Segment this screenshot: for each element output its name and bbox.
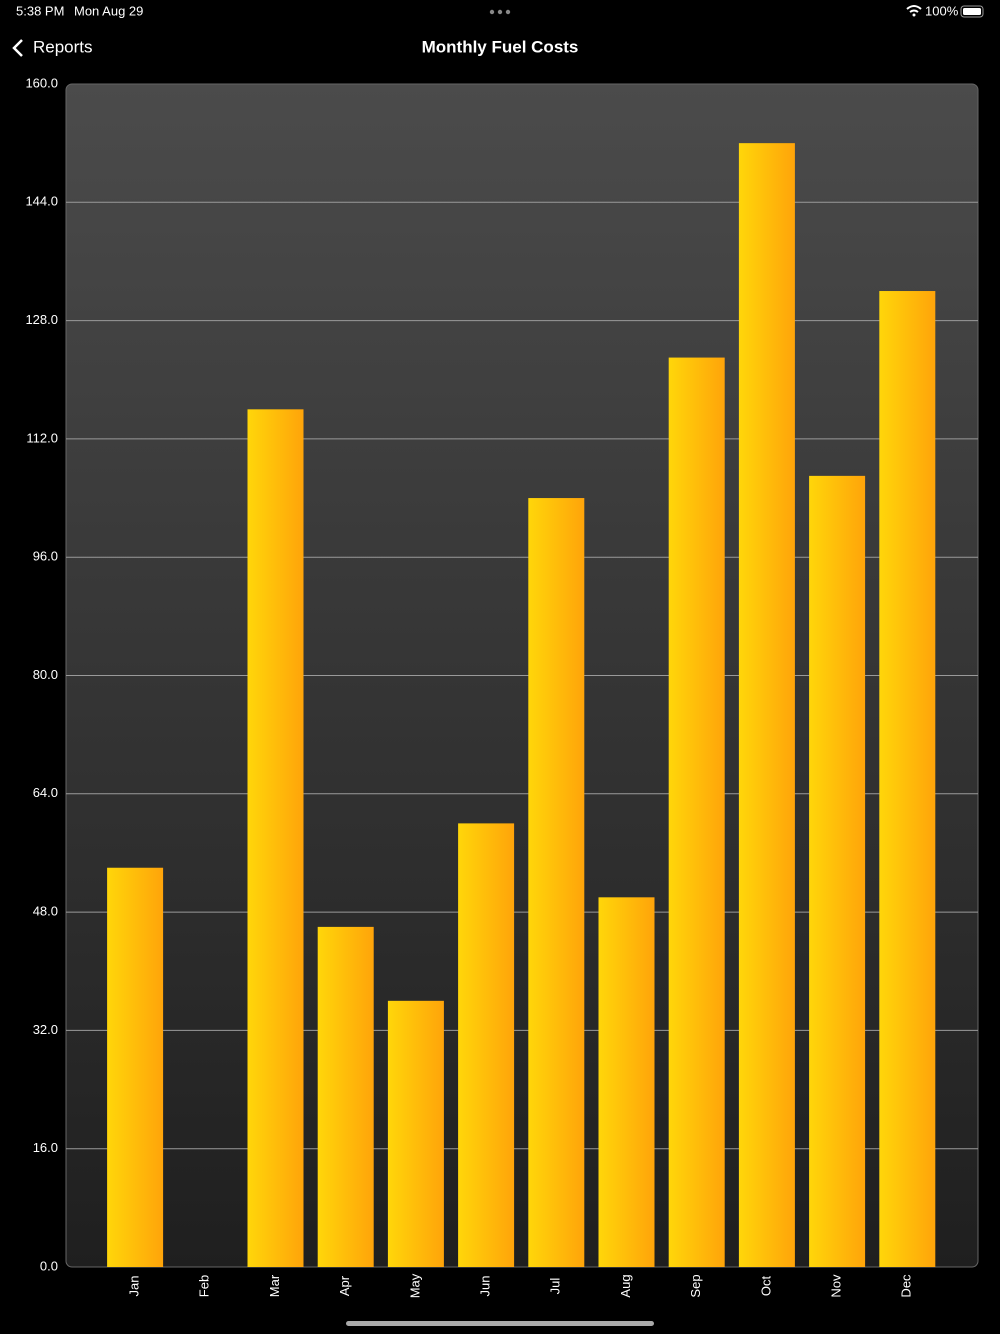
wifi-dot: [912, 13, 916, 17]
y-tick-label: 128.0: [25, 312, 58, 327]
bar: [809, 475, 866, 1267]
bar: [247, 409, 304, 1267]
x-tick-label: Dec: [899, 1274, 914, 1298]
y-tick-label: 112.0: [26, 430, 58, 445]
bar: [107, 867, 164, 1267]
status-date: Mon Aug 29: [74, 3, 143, 18]
y-tick-label: 48.0: [33, 904, 58, 919]
battery-icon: [960, 5, 984, 18]
x-tick-label: Oct: [758, 1276, 773, 1297]
x-tick-label: Jan: [127, 1276, 142, 1297]
bar: [528, 498, 585, 1267]
y-tick-label: 80.0: [33, 667, 58, 682]
x-tick-label: Feb: [197, 1275, 212, 1297]
x-tick-label: Jul: [548, 1278, 563, 1295]
x-tick-label: May: [407, 1273, 422, 1298]
x-tick-label: Nov: [829, 1274, 844, 1298]
y-tick-label: 64.0: [33, 785, 58, 800]
bar: [458, 823, 515, 1267]
x-tick-label: Jun: [478, 1276, 493, 1297]
bar: [879, 291, 936, 1267]
bar: [598, 897, 655, 1267]
y-tick-label: 32.0: [33, 1022, 58, 1037]
x-tick-label: Apr: [337, 1275, 352, 1296]
x-tick-label: Mar: [267, 1274, 282, 1297]
bar: [387, 1000, 444, 1267]
y-tick-label: 16.0: [33, 1140, 58, 1155]
x-tick-label: Aug: [618, 1274, 633, 1297]
chart: 0.0 16.0 32.0 48.0 64.0 80.0 96.0 112.0 128.0 144…: [25, 75, 978, 1298]
y-tick-label: 96.0: [33, 549, 58, 564]
back-chevron[interactable]: [12, 39, 23, 57]
back-button[interactable]: Reports: [33, 37, 93, 56]
battery-level: [963, 8, 981, 15]
x-tick-label: Sep: [688, 1274, 703, 1297]
status-time: 5:38 PM: [16, 3, 64, 18]
bar: [738, 143, 795, 1267]
nav-title: Monthly Fuel Costs: [422, 37, 579, 56]
y-tick-label: 0.0: [40, 1258, 58, 1273]
y-tick-label: 144.0: [25, 194, 58, 209]
home-indicator[interactable]: [346, 1321, 654, 1326]
bar: [317, 926, 374, 1267]
wifi-icon: [906, 5, 922, 13]
bar: [668, 357, 725, 1268]
status-battery: 100%: [925, 3, 959, 18]
multitask-dots[interactable]: [489, 9, 511, 15]
y-tick-label: 160.0: [25, 75, 58, 90]
